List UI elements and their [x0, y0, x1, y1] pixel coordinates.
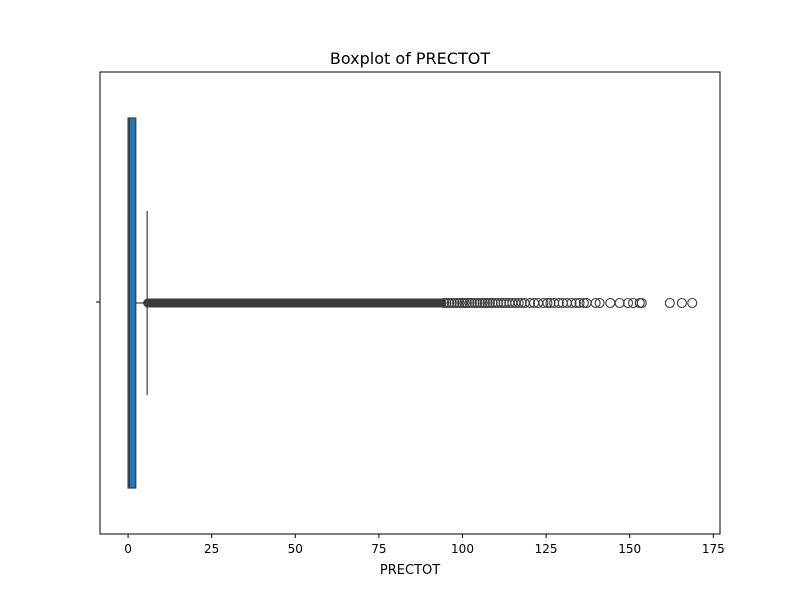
outlier-point: [664, 297, 675, 309]
outlier-point: [444, 297, 455, 309]
outlier-point: [525, 297, 536, 309]
outlier-point: [553, 297, 564, 309]
plot-area: [127, 117, 698, 489]
outlier-point: [479, 297, 490, 309]
outlier-point: [487, 297, 498, 309]
outlier-point: [687, 297, 698, 309]
chart-title: Boxplot of PRECTOT: [330, 49, 490, 68]
x-axis: 0 25 50 75 100 125 150 175: [124, 534, 725, 556]
outlier-point: [492, 297, 504, 309]
outlier-point: [459, 297, 470, 309]
outlier-point: [574, 297, 585, 309]
outlier-point: [513, 297, 524, 309]
x-tick-label: 125: [535, 542, 558, 556]
outlier-point: [441, 297, 452, 309]
outlier-point: [538, 297, 549, 309]
outlier-point: [454, 297, 465, 309]
outlier-point: [474, 297, 485, 309]
outlier-point: [578, 297, 589, 309]
outlier-point: [495, 297, 507, 309]
outlier-point: [469, 297, 480, 309]
outlier-point: [570, 297, 581, 309]
outlier-point: [516, 297, 527, 309]
outlier-point: [676, 297, 687, 309]
x-axis-label: PRECTOT: [380, 563, 440, 578]
outlier-point: [464, 297, 475, 309]
outlier-point: [484, 297, 495, 309]
axes-frame: [99, 71, 721, 535]
x-tick-label: 25: [204, 542, 219, 556]
outlier-point: [466, 297, 477, 309]
x-tick-label: 0: [124, 542, 132, 556]
outlier-point: [636, 297, 647, 309]
outlier-point: [545, 297, 556, 309]
outlier-point: [461, 297, 472, 309]
outlier-point: [490, 297, 501, 309]
outlier-point: [622, 297, 634, 309]
x-tick-label: 175: [702, 542, 725, 556]
x-tick-label: 100: [451, 542, 474, 556]
outlier-point: [566, 297, 577, 309]
outlier-point: [452, 297, 463, 309]
outlier-point: [614, 297, 625, 309]
outlier-point: [472, 297, 483, 309]
x-tick-label: 150: [618, 542, 641, 556]
x-tick-label: 75: [371, 542, 386, 556]
box-iqr: [127, 117, 137, 489]
outlier-point: [594, 297, 605, 309]
outlier-point: [439, 297, 450, 309]
outlier-dense-band: [143, 298, 447, 308]
outlier-point: [590, 297, 601, 309]
outlier-point: [449, 297, 460, 309]
outlier-point: [446, 297, 457, 309]
outlier-point: [477, 297, 488, 309]
x-tick-label: 50: [288, 542, 303, 556]
outlier-point: [542, 297, 553, 309]
outlier-point: [457, 297, 468, 309]
outlier-point: [482, 297, 493, 309]
